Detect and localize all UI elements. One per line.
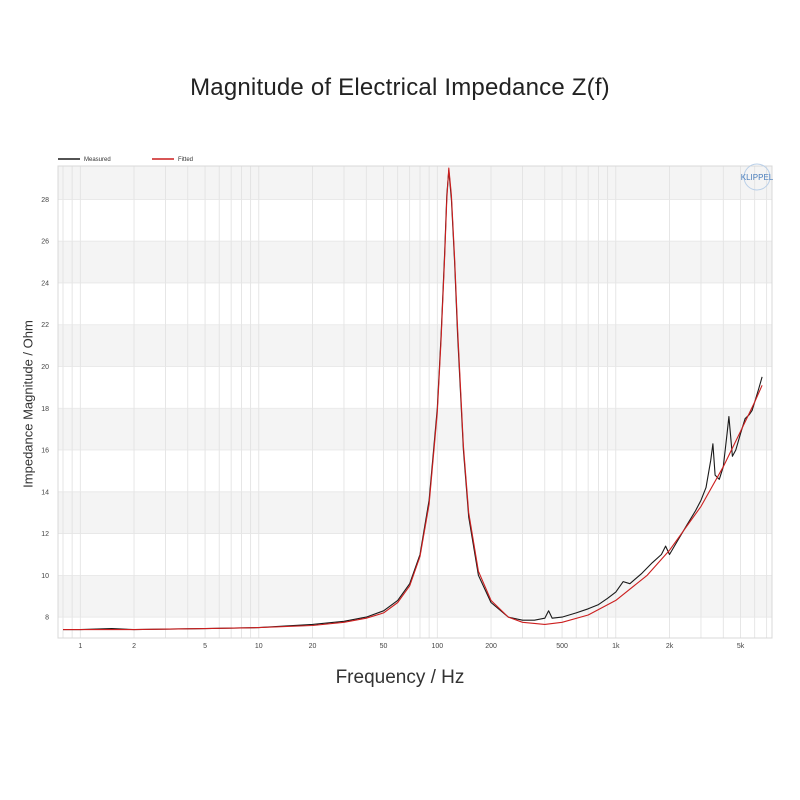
grid-band — [58, 491, 772, 534]
x-tick-labels: 1 2 5 10 20 50 100 200 500 1k 2k 5k — [78, 643, 744, 650]
x-tick-label: 1 — [78, 643, 82, 650]
y-tick-label: 28 — [41, 197, 49, 204]
x-tick-label: 20 — [309, 643, 317, 650]
x-tick-label: 5k — [737, 643, 745, 650]
x-axis-label: Frequency / Hz — [335, 667, 465, 688]
grid-band — [58, 324, 772, 367]
y-tick-label: 16 — [41, 448, 49, 455]
grid-band — [58, 241, 772, 283]
x-tick-label: 100 — [431, 643, 443, 650]
series-line-fitted — [63, 167, 763, 631]
y-tick-label: 20 — [41, 364, 49, 371]
chart-title: Magnitude of Electrical Impedance Z(f) — [190, 74, 610, 101]
legend: Measured Fitted — [58, 157, 193, 163]
grid-band — [58, 408, 772, 451]
plot-grid — [58, 166, 772, 638]
plot-background-bands — [58, 166, 772, 618]
plot-frame — [57, 165, 773, 639]
watermark-ring — [743, 163, 771, 191]
x-tick-label: 2 — [132, 643, 136, 650]
series-lines — [63, 167, 763, 631]
watermark-text: KLIPPEL — [741, 173, 774, 182]
series-line-measured — [63, 169, 763, 631]
y-tick-label: 18 — [41, 406, 49, 413]
grid-band — [58, 575, 772, 618]
y-tick-label: 14 — [41, 489, 49, 496]
x-tick-label: 2k — [666, 643, 674, 650]
y-tick-label: 12 — [41, 531, 49, 538]
x-tick-label: 500 — [556, 643, 568, 650]
watermark-logo: KLIPPEL — [741, 163, 774, 191]
legend-label-fitted: Fitted — [178, 157, 193, 163]
x-tick-label: 10 — [255, 643, 263, 650]
x-tick-label: 5 — [203, 643, 207, 650]
y-tick-label: 10 — [41, 573, 49, 580]
y-tick-label: 26 — [41, 239, 49, 246]
y-tick-label: 8 — [45, 615, 49, 622]
y-tick-labels: 8 10 12 14 16 18 20 22 24 26 28 — [41, 197, 49, 622]
x-tick-label: 1k — [612, 643, 620, 650]
x-tick-label: 200 — [485, 643, 497, 650]
y-tick-label: 22 — [41, 322, 49, 329]
y-tick-label: 24 — [41, 280, 49, 287]
x-tick-label: 50 — [380, 643, 388, 650]
legend-label-measured: Measured — [84, 157, 111, 163]
grid-band — [58, 166, 772, 200]
